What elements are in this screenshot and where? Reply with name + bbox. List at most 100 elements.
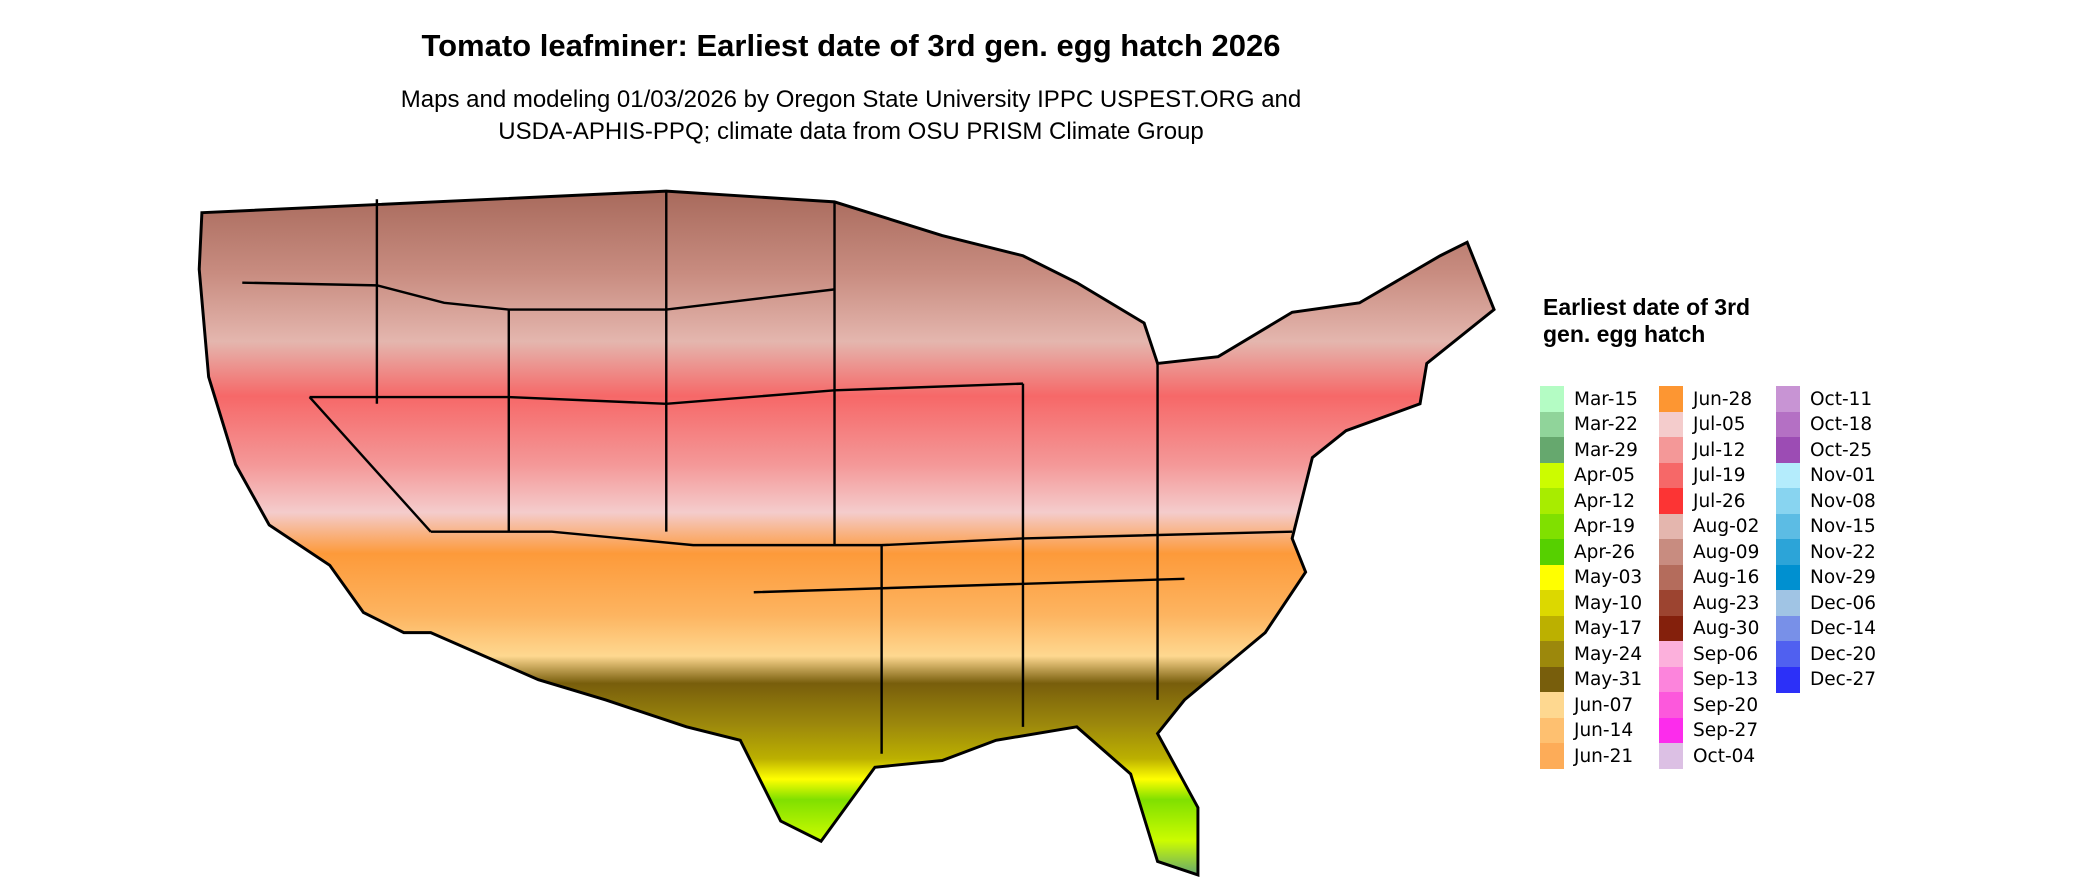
legend-label: May-10 <box>1574 592 1643 614</box>
legend-label: May-31 <box>1574 669 1643 690</box>
legend-item: Jul-12 <box>1659 437 1746 463</box>
legend-item: May-17 <box>1540 615 1643 642</box>
legend-swatch <box>1540 615 1564 642</box>
legend-item: Sep-27 <box>1659 717 1758 744</box>
legend-item: Jul-26 <box>1659 488 1746 514</box>
legend-label: Aug-09 <box>1693 541 1760 563</box>
legend-label: Apr-26 <box>1574 541 1636 563</box>
legend-item: Nov-08 <box>1776 488 1876 514</box>
legend-item: Apr-05 <box>1540 462 1635 489</box>
legend-item: Oct-25 <box>1776 437 1872 463</box>
legend-label: Oct-25 <box>1810 439 1873 461</box>
legend-item: Nov-15 <box>1776 513 1876 540</box>
legend-item: Oct-11 <box>1776 386 1872 412</box>
legend-swatch <box>1776 513 1800 540</box>
legend-item: May-03 <box>1540 564 1643 591</box>
legend-swatch <box>1659 539 1683 565</box>
legend-item: Dec-06 <box>1776 590 1876 616</box>
legend-item: Aug-16 <box>1659 564 1760 591</box>
legend-swatch <box>1776 539 1800 565</box>
state-borders <box>242 191 1293 754</box>
legend-label: Jul-05 <box>1693 414 1746 435</box>
legend-label: Aug-16 <box>1693 567 1760 588</box>
legend-swatch <box>1776 590 1800 616</box>
subtitle-line-2: USDA-APHIS-PPQ; climate data from OSU PR… <box>498 118 1204 145</box>
legend-swatch <box>1776 641 1800 667</box>
legend-item: Nov-01 <box>1776 462 1876 489</box>
legend-item: Mar-22 <box>1540 411 1638 438</box>
legend-swatch <box>1659 386 1683 412</box>
legend-item: Dec-14 <box>1776 615 1876 642</box>
legend-label: May-03 <box>1574 567 1643 588</box>
legend-label: Nov-08 <box>1810 490 1876 512</box>
legend-swatch <box>1540 717 1564 744</box>
legend-swatch <box>1540 386 1564 412</box>
legend-swatch <box>1659 641 1683 667</box>
legend-item: Sep-20 <box>1659 692 1758 718</box>
legend-item: Nov-22 <box>1776 539 1876 565</box>
legend-label: Aug-30 <box>1693 618 1760 639</box>
legend-label: Jul-12 <box>1693 439 1746 461</box>
legend-label: Mar-22 <box>1574 414 1638 435</box>
legend-item: Dec-20 <box>1776 641 1876 667</box>
legend-item: Oct-04 <box>1659 743 1755 769</box>
legend-label: Jul-19 <box>1693 465 1746 486</box>
legend-item: Jun-14 <box>1540 717 1634 744</box>
legend-label: Nov-01 <box>1810 465 1876 486</box>
legend-swatch <box>1776 666 1800 693</box>
legend-swatch <box>1540 488 1564 514</box>
legend-item: Jul-05 <box>1659 411 1746 438</box>
legend-swatch <box>1540 411 1564 438</box>
legend-label: Jun-14 <box>1574 720 1634 741</box>
legend-item: Sep-13 <box>1659 666 1758 693</box>
legend-label: Jun-21 <box>1574 745 1634 767</box>
legend-swatch <box>1776 411 1800 438</box>
legend-item: Apr-26 <box>1540 539 1635 565</box>
legend-label: Oct-11 <box>1810 388 1873 410</box>
legend-item: May-24 <box>1540 641 1642 667</box>
legend-label: Nov-22 <box>1810 541 1876 563</box>
legend-swatch <box>1540 590 1564 616</box>
legend-label: Jul-26 <box>1693 490 1746 512</box>
subtitle-line-1: Maps and modeling 01/03/2026 by Oregon S… <box>400 86 1302 113</box>
legend-label: Nov-15 <box>1810 516 1876 537</box>
legend-label: Oct-04 <box>1693 745 1756 767</box>
legend-swatch <box>1540 641 1564 667</box>
legend-swatch <box>1540 437 1564 463</box>
legend-swatch <box>1659 743 1683 769</box>
legend-label: May-17 <box>1574 618 1643 639</box>
legend-item: Aug-23 <box>1659 590 1759 616</box>
legend-swatch <box>1540 743 1564 769</box>
legend-label: Sep-20 <box>1693 694 1759 716</box>
legend-title: Earliest date of 3rd gen. egg hatch <box>1543 294 1751 347</box>
legend-label: Mar-15 <box>1574 388 1638 410</box>
legend-item: Oct-18 <box>1776 411 1873 438</box>
legend-item: Aug-30 <box>1659 615 1760 642</box>
legend-item: May-31 <box>1540 666 1643 693</box>
legend-item: Nov-29 <box>1776 564 1876 591</box>
legend-swatch <box>1776 564 1800 591</box>
legend-item: Apr-19 <box>1540 513 1635 540</box>
legend-swatch <box>1540 462 1564 489</box>
legend-swatch <box>1659 513 1683 540</box>
legend-item: Sep-06 <box>1659 641 1758 667</box>
legend-item: Jun-07 <box>1540 692 1633 718</box>
legend-item: May-10 <box>1540 590 1642 616</box>
us-outline <box>197 189 1496 877</box>
legend-label: Oct-18 <box>1810 414 1873 435</box>
legend-swatch <box>1659 590 1683 616</box>
legend-label: Dec-20 <box>1810 643 1877 665</box>
legend-swatch <box>1659 692 1683 718</box>
chart-title: Tomato leafminer: Earliest date of 3rd g… <box>421 28 1281 63</box>
legend-item: Aug-02 <box>1659 513 1759 540</box>
legend-swatch <box>1659 564 1683 591</box>
legend-item: Aug-09 <box>1659 539 1759 565</box>
legend-label: Apr-12 <box>1574 490 1636 512</box>
legend-swatch <box>1776 615 1800 642</box>
legend-swatch <box>1659 437 1683 463</box>
legend-swatch <box>1540 513 1564 540</box>
legend-label: Jun-07 <box>1574 694 1634 716</box>
legend-swatch <box>1659 411 1683 438</box>
legend-swatch <box>1659 462 1683 489</box>
